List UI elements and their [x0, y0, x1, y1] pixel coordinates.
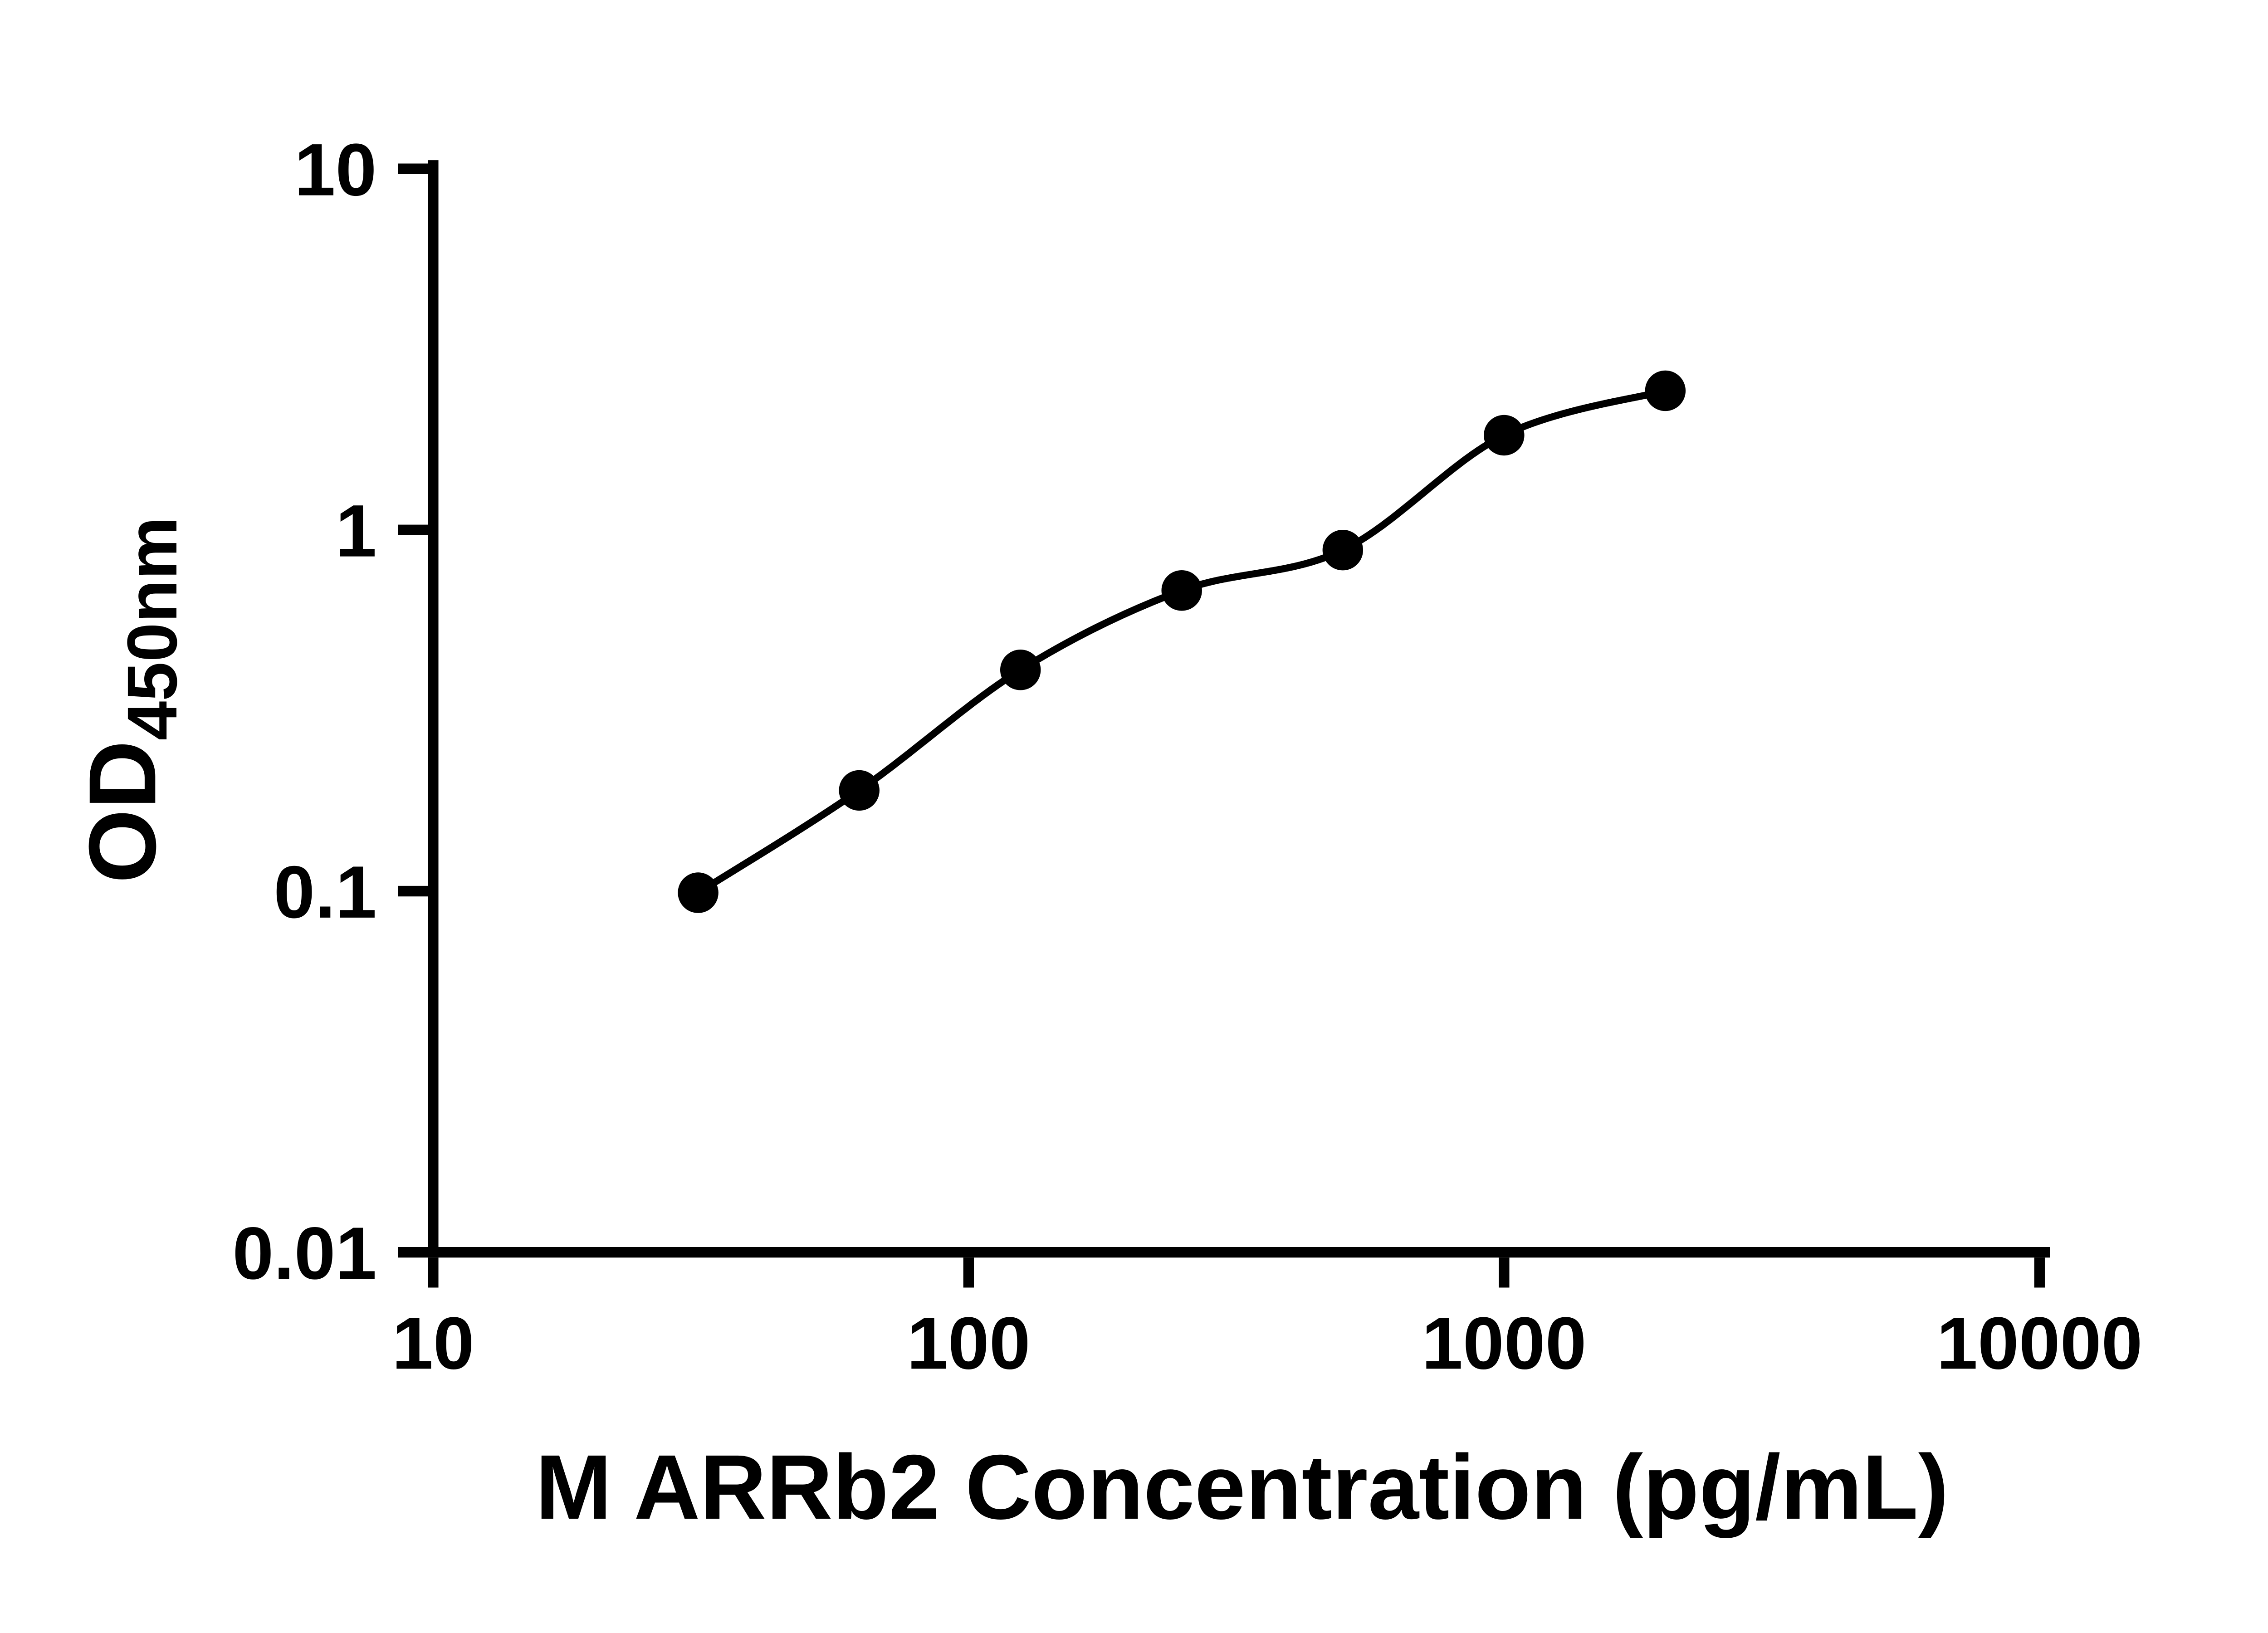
- y-tick-label: 0.01: [232, 1212, 376, 1295]
- axis-lines: [428, 160, 2050, 1258]
- x-tick-label: 10000: [1936, 1301, 2142, 1384]
- x-axis-ticks: 10 100 1000 10000: [392, 1257, 2142, 1384]
- data-point: [1484, 415, 1525, 456]
- x-axis-title: M ARRb2 Concentration (pg/mL): [535, 1436, 1949, 1538]
- y-tick-label: 0.1: [274, 851, 376, 934]
- x-tick-label: 10: [392, 1301, 474, 1384]
- x-tick-label: 100: [907, 1301, 1031, 1384]
- fit-curve: [696, 387, 1667, 896]
- y-axis-title: OD450nm: [69, 517, 191, 883]
- y-axis-title-main: OD: [69, 740, 176, 883]
- y-axis-ticks: 0.01 0.1 1 10: [232, 128, 428, 1295]
- data-point: [1000, 650, 1041, 690]
- data-point: [839, 770, 880, 811]
- y-tick-label: 1: [336, 489, 377, 572]
- x-tick-label: 1000: [1422, 1301, 1586, 1384]
- axes: [428, 160, 2050, 1258]
- data-point: [1645, 370, 1686, 411]
- y-tick-label: 10: [294, 128, 377, 211]
- data-point: [1161, 570, 1202, 611]
- data-point: [678, 872, 719, 913]
- data-points: [678, 370, 1686, 913]
- data-point: [1322, 529, 1364, 571]
- y-axis-title-sub: 450nm: [112, 517, 191, 740]
